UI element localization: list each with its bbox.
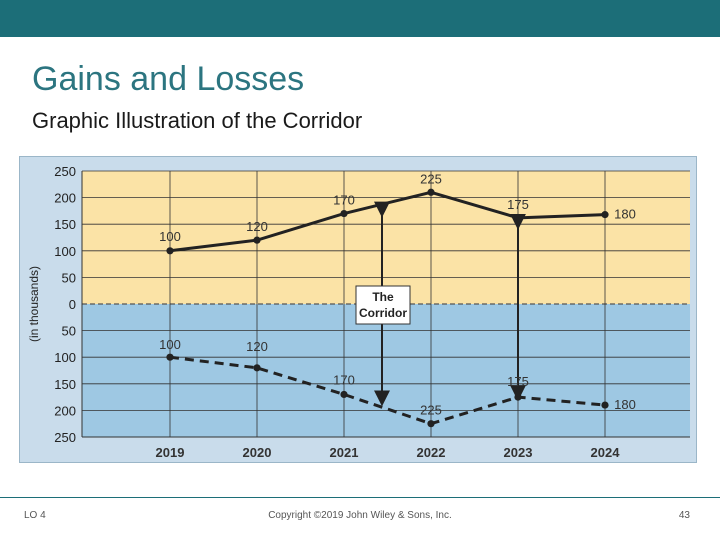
gains-data-label: 170 <box>333 193 355 208</box>
page-number: 43 <box>678 510 690 521</box>
losses-point <box>427 420 435 428</box>
gains-data-label: 120 <box>246 219 268 234</box>
corridor-chart: 250 200 150 100 50 0 50 100 150 200 250 2019 2020 202… <box>27 164 690 460</box>
corridor-annotation-box <box>355 285 411 325</box>
losses-data-label: 225 <box>420 403 442 418</box>
x-tick-label: 2020 <box>243 445 272 460</box>
corridor-annotation-line2: Corridor <box>359 306 407 320</box>
losses-point <box>253 364 261 372</box>
y-tick-label: 200 <box>54 403 76 418</box>
y-tick-label: 250 <box>54 164 76 179</box>
learning-objective: LO 4 <box>24 510 46 521</box>
y-tick-label: 150 <box>54 217 76 232</box>
x-tick-label: 2023 <box>504 445 533 460</box>
top-bar <box>0 0 720 37</box>
gains-data-label: 175 <box>507 197 529 212</box>
y-tick-label: 100 <box>54 350 76 365</box>
gains-point <box>253 236 261 244</box>
y-tick-label: 50 <box>62 270 76 285</box>
y-tick-label: 50 <box>62 324 76 339</box>
gains-data-label: 180 <box>614 207 636 222</box>
y-tick-label: 150 <box>54 377 76 392</box>
losses-point <box>166 353 174 361</box>
losses-data-label: 170 <box>333 372 355 387</box>
footer-divider <box>0 497 720 498</box>
losses-point <box>340 390 348 399</box>
gains-point <box>601 211 609 219</box>
x-tick-label: 2021 <box>330 445 359 460</box>
y-axis-title: (in thousands) <box>27 266 41 342</box>
gains-point <box>166 247 174 255</box>
chart-frame: 250 200 150 100 50 0 50 100 150 200 250 2019 2020 202… <box>19 156 697 463</box>
losses-data-label: 180 <box>614 397 636 412</box>
gains-point <box>427 188 435 196</box>
gains-point <box>340 209 348 218</box>
y-tick-label: 0 <box>69 297 76 312</box>
gains-point <box>514 214 522 222</box>
corridor-annotation-line1: The <box>372 290 394 304</box>
losses-data-label: 120 <box>246 339 268 354</box>
losses-data-label: 100 <box>159 337 181 352</box>
gains-data-label: 100 <box>159 229 181 244</box>
x-tick-label: 2024 <box>591 445 621 460</box>
losses-point <box>514 393 522 401</box>
page-subtitle: Graphic Illustration of the Corridor <box>32 108 363 133</box>
y-tick-label: 200 <box>54 191 76 206</box>
y-tick-label: 250 <box>54 430 76 445</box>
page-title: Gains and Losses <box>32 60 305 98</box>
x-tick-label: 2022 <box>417 445 446 460</box>
y-tick-label: 100 <box>54 244 76 259</box>
gains-line <box>169 190 606 253</box>
losses-point <box>601 401 609 409</box>
losses-line <box>169 355 606 426</box>
copyright-notice: Copyright ©2019 John Wiley & Sons, Inc. <box>268 510 452 521</box>
losses-data-label: 175 <box>507 374 529 389</box>
x-tick-label: 2019 <box>156 445 185 460</box>
gains-data-label: 225 <box>420 171 442 186</box>
